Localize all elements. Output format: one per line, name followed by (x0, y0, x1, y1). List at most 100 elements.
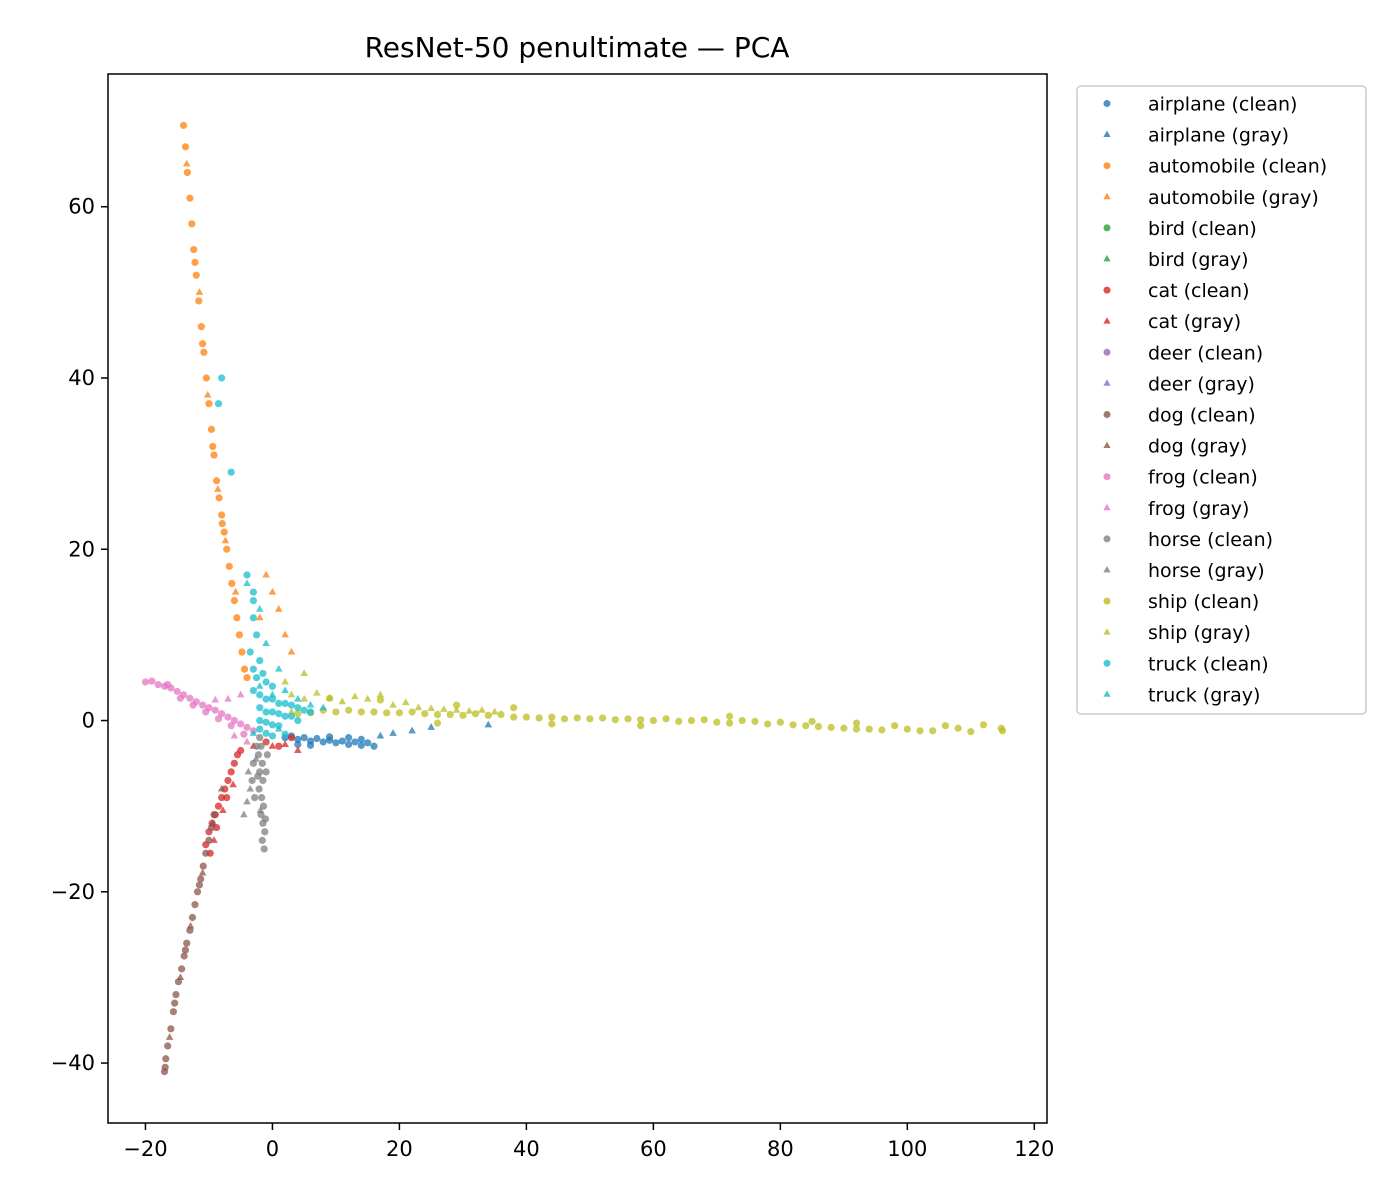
data-point (903, 725, 911, 733)
data-point (202, 708, 210, 716)
data-point (223, 793, 231, 802)
legend-label: truck (clean) (1148, 653, 1269, 675)
data-point (180, 952, 188, 960)
legend-marker (1103, 286, 1111, 294)
data-point (199, 862, 207, 870)
data-point (200, 348, 208, 356)
data-point (637, 716, 645, 724)
data-point (261, 828, 269, 836)
data-point (220, 528, 228, 536)
data-point (205, 400, 213, 408)
data-point (198, 868, 207, 876)
data-point (256, 704, 264, 712)
data-point (251, 793, 259, 802)
data-point (179, 121, 188, 129)
legend-label: frog (gray) (1148, 498, 1249, 520)
data-point (268, 732, 277, 740)
data-point (351, 738, 359, 746)
data-point (376, 731, 385, 739)
data-point (197, 323, 205, 331)
legend-marker (1103, 659, 1111, 667)
data-point (162, 1055, 170, 1063)
data-point (332, 708, 340, 716)
data-point (281, 712, 289, 720)
data-point (258, 793, 266, 802)
data-point (205, 836, 213, 845)
data-point (164, 1042, 172, 1050)
data-point (294, 694, 302, 702)
data-point (248, 776, 256, 785)
data-point (178, 965, 186, 973)
data-point (210, 451, 218, 459)
data-point (165, 1033, 174, 1040)
data-point (268, 682, 277, 690)
data-point (237, 720, 245, 728)
data-point (259, 776, 267, 785)
data-point (154, 680, 162, 689)
data-point (281, 630, 289, 638)
data-point (319, 703, 328, 711)
legend-label: airplane (clean) (1148, 94, 1297, 116)
data-point (433, 719, 442, 727)
data-point (258, 836, 266, 845)
data-point (370, 708, 378, 716)
data-point (240, 665, 249, 673)
data-point (258, 759, 266, 767)
data-point (231, 587, 240, 595)
data-point (260, 845, 268, 853)
data-point (218, 519, 226, 528)
data-point (281, 730, 289, 738)
data-point (254, 772, 262, 780)
data-point (338, 697, 347, 705)
data-point (357, 741, 365, 749)
data-point (167, 1025, 175, 1033)
data-point (183, 939, 191, 947)
data-point (262, 570, 270, 578)
data-point (440, 705, 448, 712)
data-point (186, 194, 194, 202)
data-point (243, 723, 251, 731)
legend-marker (1103, 566, 1111, 573)
data-point (478, 706, 486, 713)
legend-marker (1103, 162, 1111, 170)
data-point (256, 725, 264, 733)
data-point (300, 706, 308, 714)
data-point (243, 579, 251, 587)
data-point (218, 374, 226, 382)
legend-label: frog (clean) (1148, 467, 1258, 489)
data-point (878, 726, 886, 734)
data-point (287, 647, 296, 655)
data-point (408, 708, 416, 716)
legend-label: ship (gray) (1148, 622, 1251, 644)
data-point (227, 722, 235, 730)
data-point (364, 739, 372, 747)
data-point (490, 707, 499, 715)
data-point (287, 734, 296, 742)
legend-marker (1103, 411, 1111, 418)
data-point (255, 613, 264, 621)
data-point (268, 742, 277, 749)
data-point (313, 734, 321, 743)
data-point (243, 571, 251, 579)
data-point (287, 701, 296, 709)
data-point (522, 713, 530, 721)
y-tick-label: 40 (68, 366, 95, 390)
data-point (598, 714, 607, 722)
legend-marker (1103, 348, 1111, 356)
data-point (259, 802, 268, 810)
data-point (840, 724, 848, 732)
data-point (236, 690, 245, 698)
data-point (954, 724, 962, 732)
data-point (376, 690, 385, 698)
data-point (275, 724, 283, 732)
data-point (268, 721, 277, 729)
data-point (243, 737, 251, 745)
data-point (262, 639, 270, 646)
data-point (207, 425, 216, 433)
data-point (218, 710, 226, 718)
legend-marker (1103, 379, 1111, 386)
data-point (294, 704, 302, 712)
data-point (228, 579, 236, 588)
data-point (240, 810, 248, 818)
